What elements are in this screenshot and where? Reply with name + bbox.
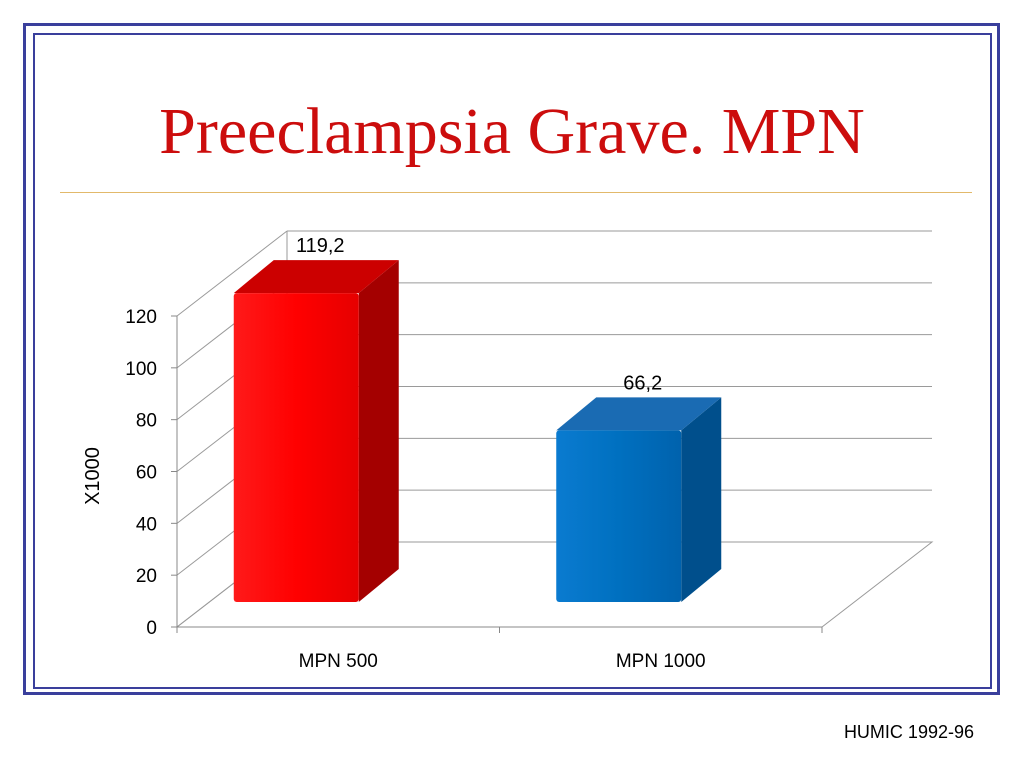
y-tick-label: 80 <box>136 411 157 432</box>
axes <box>171 315 823 633</box>
bar <box>556 397 722 602</box>
bar-side <box>681 397 722 602</box>
data-label: 66,2 <box>623 372 662 394</box>
x-category-label: MPN 500 <box>299 651 378 672</box>
bar-front <box>233 293 359 602</box>
y-tick-labels: 0 20 40 60 80 100 120 <box>125 307 157 639</box>
slide-frame-outer <box>23 23 1000 695</box>
bar <box>233 260 399 602</box>
bars <box>233 260 722 602</box>
x-category-label: MPN 1000 <box>616 651 706 672</box>
bar-side <box>358 260 399 602</box>
y-tick-label: 60 <box>136 463 157 484</box>
x-category-labels: MPN 500 MPN 1000 <box>299 651 706 672</box>
y-tick-label: 120 <box>125 307 157 328</box>
bar-top <box>233 260 399 294</box>
y-tick-label: 100 <box>125 359 157 380</box>
slide-title: Preeclampsia Grave. MPN <box>159 95 865 168</box>
slide-frame-inner <box>33 33 992 689</box>
source-note: HUMIC 1992-96 <box>843 722 974 742</box>
y-axis-title: X1000 <box>82 447 104 505</box>
title-divider <box>60 192 972 193</box>
data-labels: 119,2 66,2 <box>296 235 662 394</box>
bar-front <box>556 430 682 602</box>
gridline-depth <box>176 230 288 317</box>
y-tick-label: 0 <box>146 618 157 639</box>
data-label: 119,2 <box>296 235 345 257</box>
y-tick-label: 40 <box>136 514 157 535</box>
bar-top <box>556 397 722 431</box>
y-tick-label: 20 <box>136 566 157 587</box>
